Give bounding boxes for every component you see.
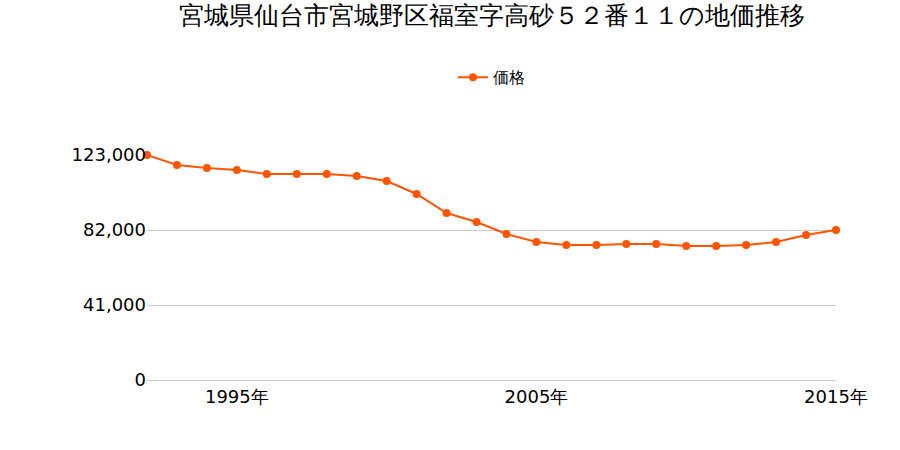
svg-text:2015年: 2015年 bbox=[804, 386, 868, 407]
svg-text:2005年: 2005年 bbox=[505, 386, 569, 407]
svg-text:1995年: 1995年 bbox=[205, 386, 269, 407]
svg-text:0: 0 bbox=[135, 369, 146, 390]
svg-text:82,000: 82,000 bbox=[83, 219, 146, 240]
svg-text:価格: 価格 bbox=[493, 68, 525, 87]
svg-text:123,000: 123,000 bbox=[72, 144, 146, 165]
svg-text:41,000: 41,000 bbox=[83, 294, 146, 315]
svg-text:宮城県仙台市宮城野区福室字高砂５２番１１の地価推移: 宮城県仙台市宮城野区福室字高砂５２番１１の地価推移 bbox=[179, 1, 805, 30]
